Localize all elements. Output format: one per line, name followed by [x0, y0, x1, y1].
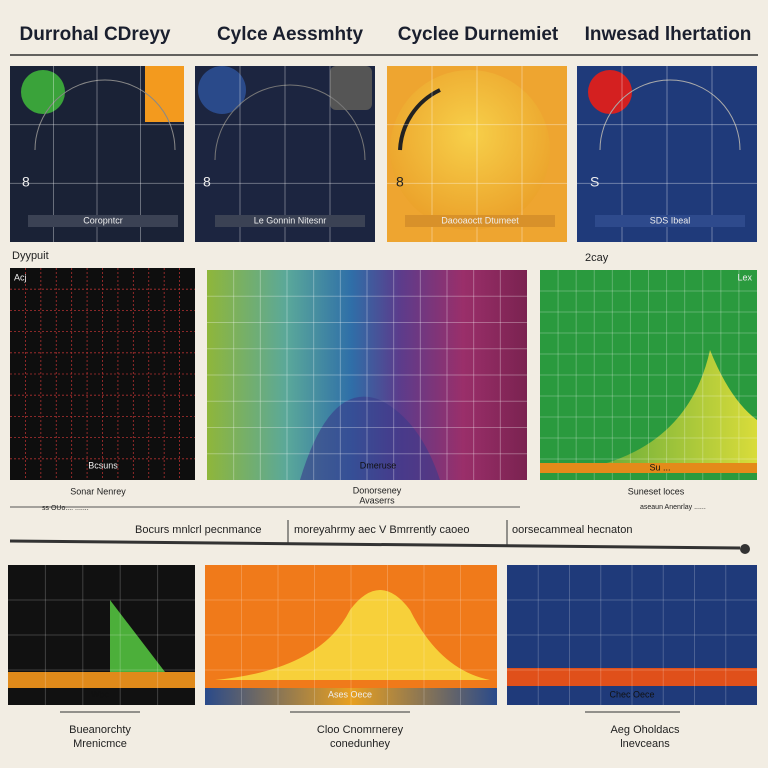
note: aseaun Anenrlay ...... [640, 504, 706, 511]
header-title: Durrohal CDreyy [20, 24, 171, 45]
panel-label: Dmeruse [360, 460, 397, 470]
note: ss OUo.... ....... [42, 505, 89, 512]
caption: Avaserrs [359, 495, 395, 505]
sentence-part: oorsecammeal hecnaton [512, 524, 632, 536]
section-heading: Dyypuit [12, 250, 49, 262]
panel-label: Ases Oece [328, 689, 372, 699]
corner-label: Lex [737, 272, 752, 282]
side-mark: 8 [22, 174, 30, 190]
sentence-part: moreyahrmy aec V Bmrrently caoeo [294, 524, 469, 536]
panel-label: Su ... [649, 462, 670, 472]
header-title: Inwesad lhertation [585, 24, 752, 45]
header-title: Cyclee Durnemiet [398, 24, 559, 45]
header-title: Cylce Aessmhty [217, 24, 364, 45]
panel-label: Wbc [91, 689, 110, 699]
bottom-panels [8, 565, 757, 705]
caption: Cloo Cnomrnerey [317, 724, 404, 736]
caption: Mrenicmce [73, 738, 127, 750]
caption: Aeg Oholdacs [610, 724, 680, 736]
top-panels [10, 66, 757, 242]
divider-end [740, 544, 750, 554]
caption: Suneset loces [628, 486, 685, 496]
panel-label: Daooaoctt Dtumeet [441, 215, 519, 225]
caption: Donorseney [353, 485, 402, 495]
caption: conedunhey [330, 738, 390, 750]
middle-panels [10, 268, 757, 508]
panel-label: Chec Oece [609, 689, 654, 699]
caption: Sonar Nenrey [70, 486, 126, 496]
side-mark: 8 [396, 174, 404, 190]
caption: lnevceans [620, 738, 670, 750]
panel-label: Le Gonnin Nitesnr [254, 215, 327, 225]
side-mark: 8 [203, 174, 211, 190]
panel-label: Bcsuns [88, 460, 118, 470]
caption: Bueanorchty [69, 724, 131, 736]
divider [9, 539, 741, 550]
section-heading: 2cay [585, 252, 609, 264]
panel-label: Coropntcr [83, 215, 123, 225]
sentence-part: Bocurs mnlcrl pecnmance [135, 524, 262, 536]
corner-label: Acj [14, 272, 27, 282]
side-mark: S [590, 174, 599, 190]
panel-label: SDS Ibeal [650, 215, 691, 225]
